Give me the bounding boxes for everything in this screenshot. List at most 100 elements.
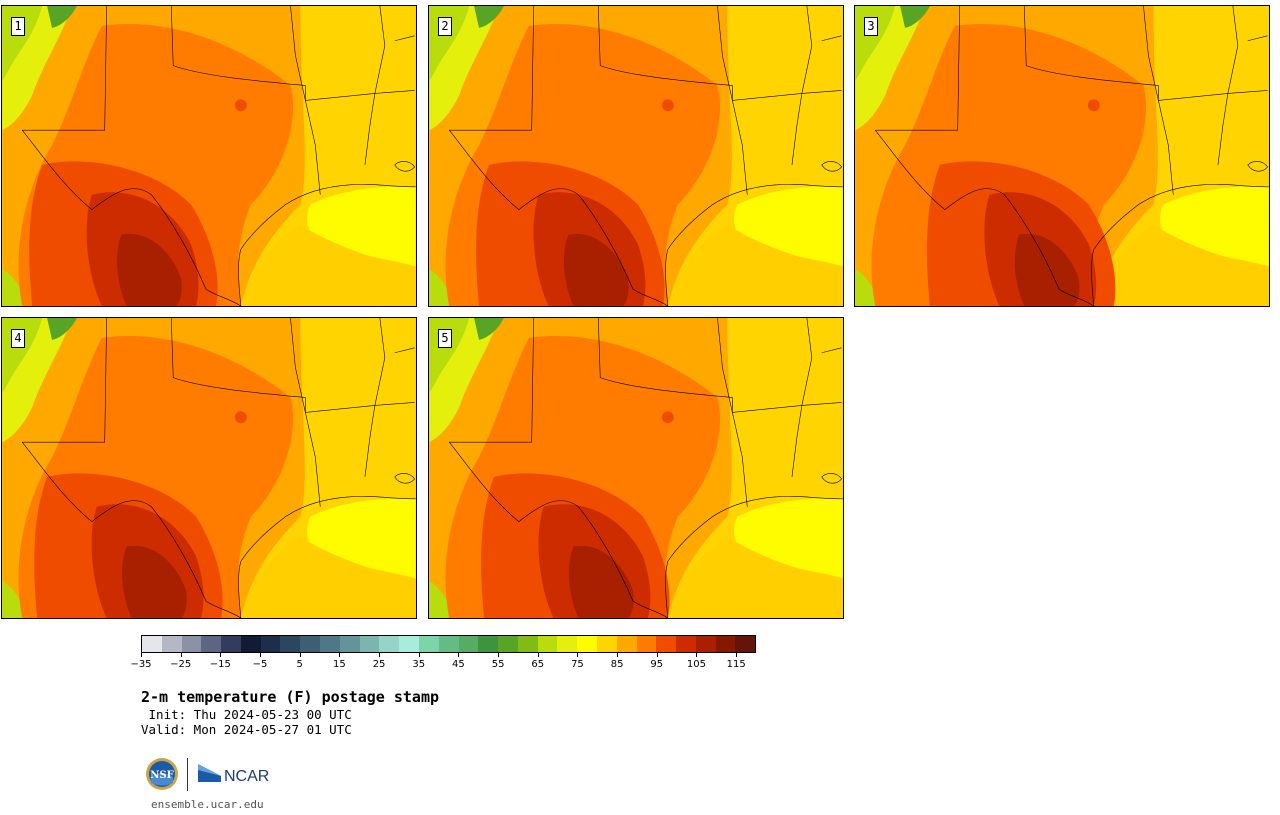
map-panel-2: 2 bbox=[428, 5, 844, 307]
state-border-la bbox=[305, 100, 321, 195]
temperature-map-4 bbox=[2, 318, 416, 618]
temp-hotspot bbox=[1087, 99, 1100, 112]
temp-field-peaks bbox=[474, 318, 504, 340]
colorbar-tick bbox=[577, 653, 579, 657]
colorbar-swatch bbox=[161, 636, 182, 652]
temp-hotspot bbox=[234, 411, 247, 424]
colorbar-swatch bbox=[379, 636, 400, 652]
state-border-tn bbox=[821, 35, 842, 42]
colorbar-tick bbox=[180, 653, 182, 657]
state-border-ms bbox=[364, 6, 386, 165]
colorbar-tick-label: 105 bbox=[686, 659, 707, 670]
colorbar-tick bbox=[537, 653, 539, 657]
temp-hotspot bbox=[234, 99, 247, 112]
state-border-nm bbox=[22, 318, 107, 443]
colorbar-swatch bbox=[656, 636, 677, 652]
colorbar-tick-label: 55 bbox=[491, 659, 505, 670]
mexico-border bbox=[22, 441, 241, 618]
colorbar-tick-label: 95 bbox=[650, 659, 664, 670]
state-border-nm bbox=[449, 6, 534, 131]
colorbar-swatch bbox=[181, 636, 202, 652]
colorbar-swatch bbox=[676, 636, 696, 652]
state-border-nm bbox=[22, 6, 107, 131]
gulf-water bbox=[240, 536, 416, 618]
lake-pontchartrain bbox=[1247, 161, 1269, 172]
gulf-water bbox=[667, 536, 843, 618]
colorbar-swatch bbox=[438, 636, 459, 652]
colorbar-swatch bbox=[596, 636, 617, 652]
colorbar-tick bbox=[339, 653, 341, 657]
svg-text:NCAR: NCAR bbox=[224, 768, 269, 785]
colorbar-tick bbox=[696, 653, 698, 657]
colorbar-tick-label: 115 bbox=[726, 659, 746, 670]
nsf-logo-icon: NSF bbox=[146, 758, 178, 790]
colorbar-tick bbox=[617, 653, 619, 657]
mexico-border bbox=[449, 129, 668, 306]
state-border-ms bbox=[1217, 6, 1239, 165]
member-label-1: 1 bbox=[11, 17, 25, 36]
state-border-ms bbox=[791, 6, 813, 165]
colorbar-swatch bbox=[300, 636, 321, 652]
colorbar-swatch bbox=[478, 636, 499, 652]
temp-field-peaks bbox=[47, 318, 77, 340]
state-border-nm bbox=[875, 6, 960, 131]
map-panel-5: 5 bbox=[428, 317, 844, 619]
init-time: Init: Thu 2024-05-23 00 UTC bbox=[141, 707, 352, 722]
gulf-water bbox=[1093, 224, 1269, 306]
colorbar-tick bbox=[220, 653, 222, 657]
temperature-colorbar bbox=[141, 635, 756, 653]
temp-field-peaks bbox=[474, 6, 504, 28]
colorbar-swatch bbox=[339, 636, 360, 652]
colorbar-swatch bbox=[280, 636, 301, 652]
temp-hotspot bbox=[661, 411, 674, 424]
temp-field-extreme bbox=[1014, 233, 1080, 306]
colorbar-tick bbox=[458, 653, 460, 657]
colorbar-tick-label: −25 bbox=[170, 659, 192, 670]
temp-hotspot bbox=[661, 99, 674, 112]
colorbar-tick-label: −35 bbox=[130, 659, 152, 670]
colorbar-swatch bbox=[616, 636, 637, 652]
colorbar-swatch bbox=[695, 636, 716, 652]
colorbar-tick-label: 45 bbox=[452, 659, 465, 670]
colorbar-swatch bbox=[418, 636, 439, 652]
state-border-tn bbox=[821, 347, 842, 354]
state-border-ok bbox=[170, 318, 306, 413]
colorbar-tick bbox=[736, 653, 738, 657]
coastline bbox=[1091, 183, 1269, 306]
lake-pontchartrain bbox=[821, 161, 843, 172]
map-panel-3: 3 bbox=[854, 5, 1270, 307]
lake-pontchartrain bbox=[394, 473, 416, 484]
state-border-ok bbox=[1023, 6, 1159, 101]
colorbar-swatch bbox=[201, 636, 222, 652]
colorbar-tick-label: −5 bbox=[252, 659, 268, 670]
site-url: ensemble.ucar.edu bbox=[151, 798, 264, 811]
temperature-map-3 bbox=[855, 6, 1269, 306]
colorbar-tick-label: 25 bbox=[372, 659, 386, 670]
state-border-ok bbox=[170, 6, 306, 101]
temp-field-extreme bbox=[568, 545, 634, 618]
state-border-ar bbox=[717, 318, 842, 413]
colorbar-swatch bbox=[240, 636, 261, 652]
colorbar-tick-label: 35 bbox=[412, 659, 426, 670]
colorbar-swatch bbox=[458, 636, 479, 652]
coastline bbox=[665, 183, 843, 306]
colorbar-tick bbox=[656, 653, 658, 657]
ncar-logo-icon: NCAR bbox=[198, 764, 269, 785]
coastline bbox=[238, 183, 416, 306]
colorbar-tick bbox=[260, 653, 262, 657]
member-label-2: 2 bbox=[438, 17, 452, 36]
colorbar-swatch bbox=[715, 636, 736, 652]
state-border-la bbox=[305, 412, 321, 507]
colorbar-swatch bbox=[517, 636, 538, 652]
colorbar-tick bbox=[418, 653, 420, 657]
colorbar-tick-label: 5 bbox=[296, 659, 303, 670]
member-label-3: 3 bbox=[864, 17, 878, 36]
state-border-ms bbox=[791, 318, 813, 477]
mexico-border bbox=[22, 129, 241, 306]
mexico-border bbox=[449, 441, 668, 618]
state-border-ms bbox=[364, 318, 386, 477]
temperature-map-2 bbox=[429, 6, 843, 306]
colorbar-ticks: −35 −25 −15 −5 5 15 25 35 45 55 65 75 85 95 105 115 bbox=[130, 653, 756, 673]
state-border-ok bbox=[597, 318, 733, 413]
colorbar-swatch bbox=[735, 636, 756, 652]
